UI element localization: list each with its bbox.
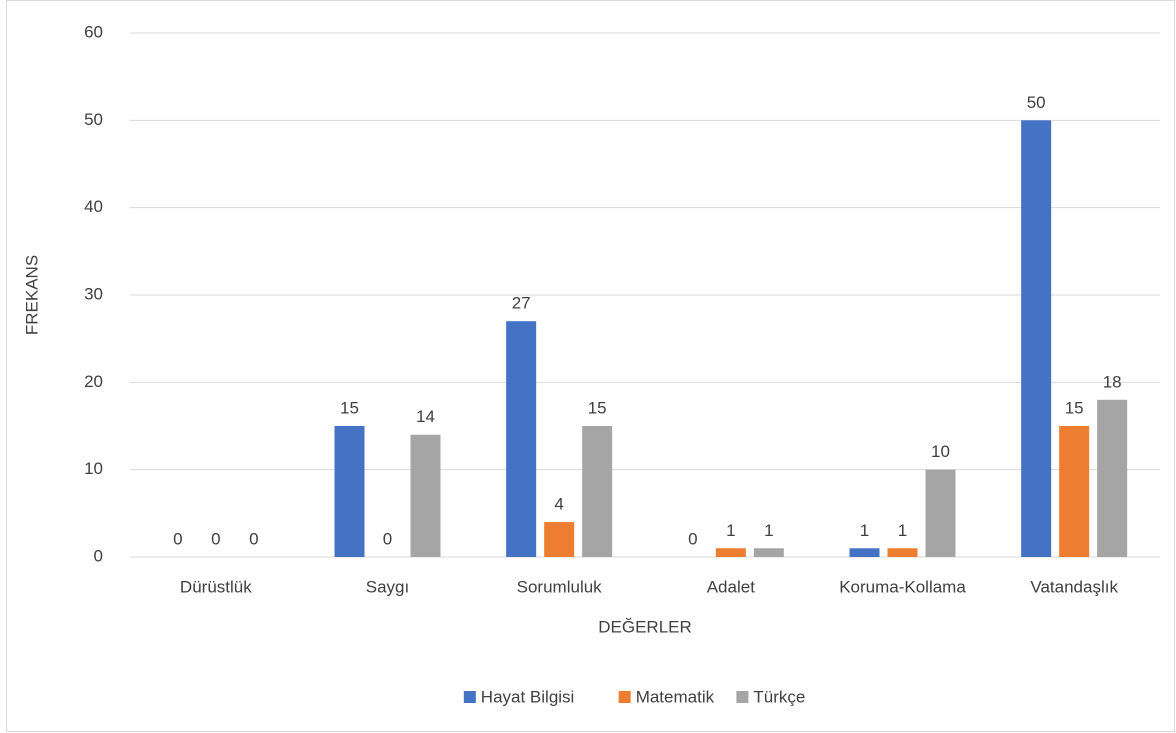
y-tick-label: 0 [94,546,103,565]
legend-label: Hayat Bilgisi [481,687,575,706]
x-tick-label: Adalet [707,577,755,596]
bar [849,548,880,557]
data-label: 1 [898,521,907,540]
data-label: 0 [173,529,182,548]
y-tick-label: 40 [84,197,103,216]
data-label: 1 [764,521,773,540]
bar [1021,120,1052,557]
bar [753,548,784,557]
legend-label: Matematik [636,687,715,706]
x-tick-label: Koruma-Kollama [839,577,966,596]
chart-frame [6,0,1175,732]
y-tick-label: 10 [84,459,103,478]
bar [1097,399,1128,557]
data-label: 1 [860,521,869,540]
x-tick-label: Sorumluluk [517,577,603,596]
bar [506,321,537,557]
x-tick-label: Saygı [366,577,409,596]
data-label: 15 [340,398,359,417]
bar [887,548,918,557]
data-label: 0 [688,529,697,548]
data-label: 1 [726,521,735,540]
bar [544,522,575,557]
data-label: 0 [249,529,258,548]
data-label: 15 [588,398,607,417]
y-axis-label: FREKANS [22,255,41,335]
y-tick-label: 20 [84,372,103,391]
x-axis-label: DEĞERLER [598,617,692,636]
bar [925,469,956,557]
y-tick-label: 60 [84,22,103,41]
legend-swatch [736,691,749,703]
legend-label: Türkçe [753,687,805,706]
bar [715,548,746,557]
data-label: 10 [931,442,950,461]
y-tick-label: 50 [84,110,103,129]
data-label: 14 [416,407,435,426]
legend-swatch [618,691,631,703]
data-label: 27 [512,294,531,313]
y-tick-label: 30 [84,284,103,303]
data-label: 18 [1103,372,1122,391]
x-tick-label: Dürüstlük [180,577,252,596]
data-label: 0 [383,529,392,548]
bar [334,426,365,557]
x-tick-label: Vatandaşlık [1030,577,1118,596]
bar [582,426,613,557]
legend-swatch [463,691,476,703]
data-label: 0 [211,529,220,548]
data-label: 15 [1065,398,1084,417]
data-label: 50 [1027,93,1046,112]
data-label: 4 [554,495,563,514]
bar [410,434,441,557]
bar [1059,426,1090,557]
